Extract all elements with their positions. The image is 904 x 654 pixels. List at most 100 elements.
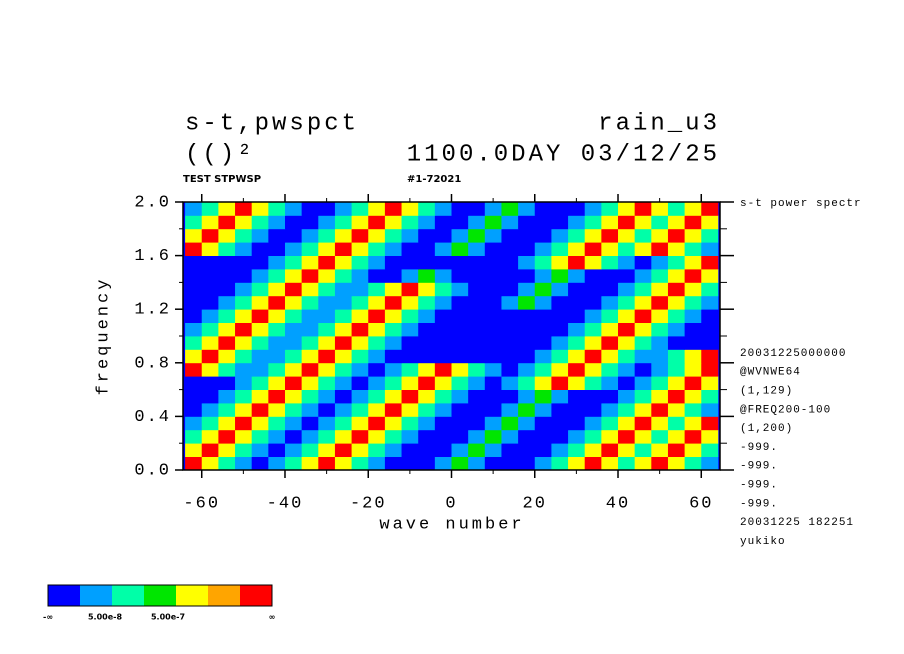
heat-cell (701, 376, 719, 390)
heat-cell (518, 389, 536, 404)
heat-cell (201, 242, 219, 256)
heat-cell (351, 389, 369, 404)
heat-cell (518, 322, 536, 337)
heat-cell (301, 228, 319, 243)
heat-cell (334, 255, 352, 270)
heat-cell (634, 215, 652, 230)
heat-cell (418, 389, 436, 404)
heat-cell (251, 255, 269, 270)
heat-cell (351, 416, 369, 431)
heat-cell (634, 228, 652, 243)
heat-cell (468, 349, 486, 364)
heat-cell (418, 215, 436, 230)
heat-cell (185, 389, 203, 404)
heat-cell (651, 282, 669, 297)
heat-cell (268, 389, 286, 404)
heat-cell (351, 215, 369, 230)
heat-cell (284, 443, 303, 457)
heat-cell (634, 295, 652, 310)
heat-cell (268, 215, 286, 230)
heat-cell (434, 202, 452, 216)
heat-cell (418, 282, 436, 297)
heat-cell (584, 202, 602, 216)
heat-cell (434, 403, 452, 417)
heat-cell (551, 228, 569, 243)
heat-cell (218, 295, 236, 310)
heat-cell (401, 336, 419, 350)
heat-cell (484, 215, 502, 230)
heat-cell (651, 349, 669, 364)
heat-cell (368, 456, 386, 471)
heat-cell (185, 336, 203, 350)
heat-cell (301, 389, 319, 404)
colorbar-label: -∞ (43, 613, 53, 622)
heat-cell (434, 255, 452, 270)
heat-cell (235, 215, 253, 230)
heat-cell (368, 309, 386, 323)
heat-cell (601, 416, 619, 431)
heat-cell (235, 376, 253, 390)
heat-cell (268, 403, 286, 417)
heat-cell (284, 336, 303, 350)
heat-cell (684, 403, 702, 417)
heat-cell (684, 282, 702, 297)
heat-cell (584, 242, 602, 256)
heat-cell (268, 255, 286, 270)
heat-cell (284, 403, 303, 417)
heat-cell (618, 416, 636, 431)
heat-cell (384, 429, 402, 444)
heat-cell (451, 429, 469, 444)
heat-cell (518, 443, 536, 457)
heat-cell (284, 456, 303, 471)
heat-cell (667, 429, 686, 444)
heat-cell (384, 255, 402, 270)
heat-cell (235, 295, 253, 310)
heat-cell (384, 269, 402, 283)
heat-cell (218, 376, 236, 390)
heat-cell (268, 269, 286, 283)
note: -999. (740, 480, 778, 492)
heat-cell (334, 456, 352, 471)
heat-cell (334, 228, 352, 243)
note: (1,200) (740, 423, 793, 435)
heat-cell (401, 242, 419, 256)
heat-cell (434, 376, 452, 390)
heat-cell (301, 416, 319, 431)
heat-cell (368, 295, 386, 310)
heat-cell (651, 255, 669, 270)
heat-cell (601, 429, 619, 444)
colorbar-swatch (144, 585, 176, 606)
heat-cell (601, 336, 619, 350)
colorbar-label: 5.00e-8 (88, 613, 122, 622)
heat-cell (368, 269, 386, 283)
heat-cell (218, 349, 236, 364)
heat-cell (384, 349, 402, 364)
heat-cell (701, 429, 719, 444)
heat-cell (634, 362, 652, 377)
heat-cell (584, 215, 602, 230)
heat-cell (401, 376, 419, 390)
heat-cell (451, 403, 469, 417)
heat-cell (334, 389, 352, 404)
heat-cell (418, 429, 436, 444)
heat-cell (334, 322, 352, 337)
heat-cell (551, 336, 569, 350)
heat-cell (434, 429, 452, 444)
heat-cell (185, 228, 203, 243)
heat-cell (667, 322, 686, 337)
heat-cell (451, 309, 469, 323)
heat-cell (634, 269, 652, 283)
heat-cell (701, 336, 719, 350)
heat-cell (268, 429, 286, 444)
heat-cell (251, 403, 269, 417)
heat-cell (235, 336, 253, 350)
heat-cell (618, 282, 636, 297)
heat-cell (701, 443, 719, 457)
subtitle-right: 1100.0DAY 03/12/25 (407, 141, 720, 168)
heat-cell (568, 429, 586, 444)
heat-cell (584, 349, 602, 364)
heat-cell (401, 309, 419, 323)
heat-cell (501, 389, 519, 404)
heat-cell (601, 242, 619, 256)
